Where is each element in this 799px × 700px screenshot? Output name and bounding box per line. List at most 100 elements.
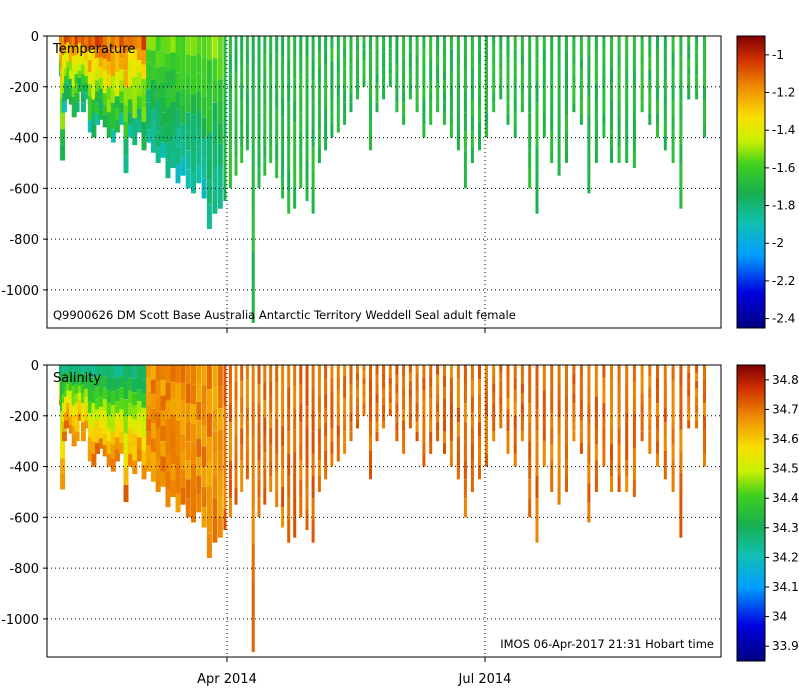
profile-column — [687, 36, 691, 100]
profile-column — [71, 36, 77, 118]
profile-column — [180, 365, 186, 505]
profile-column — [640, 36, 644, 113]
profile-column — [212, 365, 218, 543]
profile-column — [499, 365, 503, 429]
profile-column — [180, 36, 186, 176]
profile-column — [170, 36, 176, 168]
profile-column — [436, 36, 440, 113]
profile-column — [362, 365, 366, 416]
profile-column — [77, 36, 83, 92]
profile-column — [648, 36, 652, 125]
profile-column — [587, 365, 591, 523]
colorbar-tick-label: 34.8 — [772, 373, 799, 387]
profile-column — [136, 365, 142, 462]
profile-column — [478, 365, 481, 480]
profile-column — [449, 36, 453, 138]
profile-column — [449, 365, 453, 467]
colorbar-tick-label: -1.2 — [772, 86, 795, 100]
profile-column — [520, 365, 524, 442]
salinity-panel: 0 -200 -400 -600 -800 -1000 Salinity IMOS 06-… — [1, 359, 722, 658]
profile-column — [84, 365, 90, 429]
profile-column — [362, 36, 366, 87]
profile-column — [293, 365, 297, 538]
profile-column — [217, 365, 223, 538]
profile-column — [68, 36, 74, 105]
profile-column — [388, 365, 392, 416]
profile-column — [388, 36, 392, 87]
profile-column — [263, 365, 267, 505]
profile-column — [191, 365, 196, 523]
profile-column — [456, 36, 460, 151]
profile-column — [155, 365, 161, 492]
profile-column — [114, 36, 120, 133]
profile-column — [74, 36, 80, 113]
y-tick-label: 0 — [31, 359, 39, 374]
profile-column — [212, 36, 218, 214]
profile-column — [106, 365, 112, 467]
colorbar-tick-label: 34.4 — [772, 491, 799, 505]
profile-column — [579, 36, 583, 125]
profile-column — [74, 365, 80, 442]
profile-column — [293, 36, 297, 209]
profile-column — [408, 36, 412, 100]
profile-column — [160, 36, 166, 158]
profile-column — [185, 36, 191, 189]
colorbar-tick-label: 34.6 — [772, 432, 799, 446]
profile-column — [679, 36, 683, 209]
profile-column — [422, 36, 426, 138]
profile-column — [127, 365, 133, 467]
profile-column — [77, 365, 83, 421]
profile-column — [579, 365, 583, 454]
profile-column — [343, 36, 347, 125]
colorbar-tick-label: 33.9 — [772, 639, 799, 653]
profile-column — [415, 36, 419, 113]
profile-column — [343, 365, 347, 454]
profile-column — [66, 36, 72, 87]
profile-column — [625, 365, 629, 492]
profile-column — [528, 36, 532, 189]
profile-column — [299, 365, 303, 518]
temperature-panel: 0 -200 -400 -600 -800 -1000 Temperature Q9900… — [1, 30, 722, 329]
profile-column — [349, 36, 353, 113]
y-tick-label: -200 — [9, 81, 39, 96]
profile-column — [324, 365, 328, 480]
profile-column — [141, 365, 147, 480]
salinity-title: Salinity — [53, 371, 101, 386]
colorbar-tick-label: -1.6 — [772, 161, 795, 175]
profile-column — [119, 365, 125, 454]
profile-column — [671, 365, 675, 492]
profile-column — [478, 36, 481, 151]
profile-column — [150, 36, 156, 153]
profile-column — [257, 365, 261, 518]
profile-column — [587, 36, 591, 194]
profile-column — [535, 365, 539, 543]
profile-column — [506, 36, 510, 125]
profile-column — [640, 365, 644, 442]
profile-column — [106, 36, 112, 138]
profile-column — [95, 365, 100, 454]
profile-column — [369, 36, 372, 151]
profile-column — [336, 365, 340, 462]
profile-column — [663, 365, 667, 480]
profile-column — [185, 365, 191, 518]
profile-column — [206, 36, 212, 229]
profile-column — [356, 36, 359, 100]
colorbar-tick-label: 34.3 — [772, 521, 799, 535]
profile-column — [317, 36, 321, 163]
profile-column — [275, 365, 279, 508]
salinity-plot-frame — [46, 364, 722, 658]
profile-column — [71, 365, 77, 447]
y-tick-label: 0 — [31, 30, 39, 45]
profile-column — [520, 36, 524, 113]
profile-column — [656, 365, 659, 467]
salinity-y-axis: 0 -200 -400 -600 -800 -1000 — [1, 359, 47, 628]
profile-column — [470, 36, 474, 163]
profile-column — [245, 36, 249, 151]
profile-column — [223, 365, 227, 530]
profile-column — [463, 36, 467, 189]
salinity-profiles — [59, 365, 706, 652]
profile-column — [80, 365, 86, 442]
profile-column — [572, 365, 576, 442]
colorbar-tick-label: -1 — [772, 48, 784, 62]
profile-column — [234, 365, 238, 505]
